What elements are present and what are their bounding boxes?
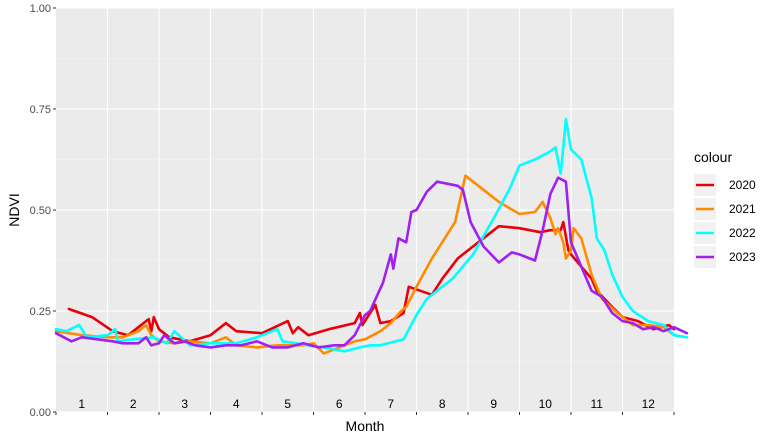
legend-label: 2020 <box>729 178 756 192</box>
x-axis-title: Month <box>346 418 385 434</box>
month-label: 7 <box>387 397 394 411</box>
x-axis <box>55 412 675 415</box>
y-tick-label: 0.75 <box>30 104 51 116</box>
series-lines <box>54 117 689 355</box>
month-label: 6 <box>336 397 343 411</box>
y-axis-title: NDVI <box>6 193 22 226</box>
month-label: 3 <box>181 397 188 411</box>
month-label: 5 <box>284 397 291 411</box>
month-label: 11 <box>591 397 604 411</box>
month-label: 4 <box>233 397 240 411</box>
series-line-2023 <box>54 176 689 349</box>
month-labels: 1 2 3 4 5 6 7 8 9 10 11 12 <box>78 397 655 411</box>
legend-title: colour <box>694 149 732 165</box>
legend-label: 2021 <box>729 202 756 216</box>
y-tick-label: 0.25 <box>30 306 51 318</box>
legend-label: 2022 <box>729 226 756 240</box>
legend: colour 2020 2021 2022 2023 <box>694 149 756 268</box>
month-label: 12 <box>642 397 656 411</box>
month-label: 1 <box>78 397 85 411</box>
y-tick-label: 0.00 <box>30 407 51 419</box>
month-label: 8 <box>439 397 446 411</box>
month-label: 9 <box>490 397 497 411</box>
month-label: 10 <box>539 397 553 411</box>
y-tick-label: 0.50 <box>30 205 51 217</box>
legend-label: 2023 <box>729 250 756 264</box>
y-tick-label: 1.00 <box>30 3 51 15</box>
series-line-2022 <box>54 117 689 353</box>
month-label: 2 <box>130 397 137 411</box>
